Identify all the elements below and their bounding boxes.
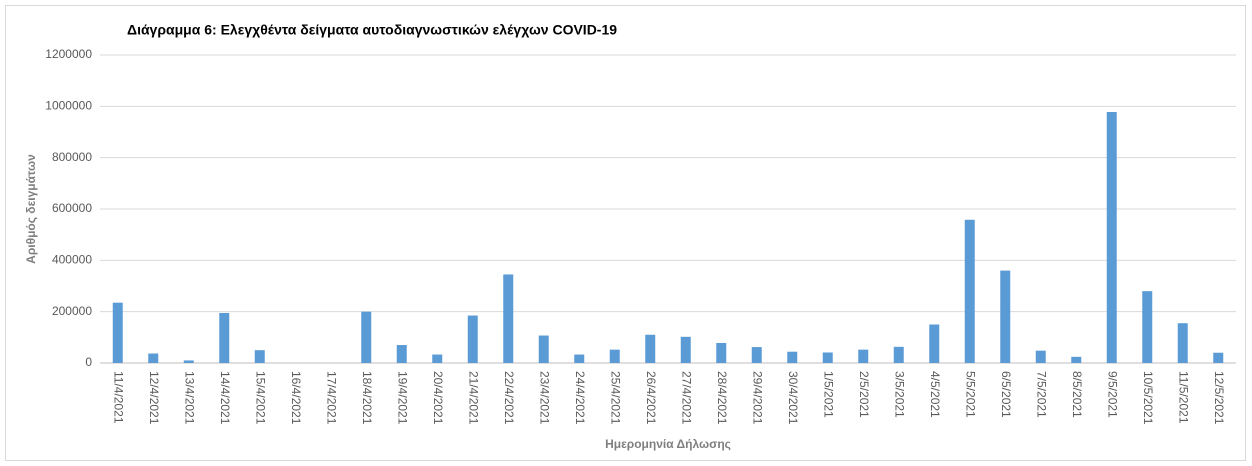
x-tick-label: 1/5/2021 xyxy=(822,371,836,418)
x-tick-label: 15/4/2021 xyxy=(254,371,268,425)
chart-title: Διάγραμμα 6: Ελεγχθέντα δείγματα αυτοδια… xyxy=(127,22,617,38)
y-tick-label: 1200000 xyxy=(45,47,92,61)
bar xyxy=(716,342,727,363)
x-tick-label: 23/4/2021 xyxy=(538,371,552,425)
bar xyxy=(680,336,691,363)
x-tick-label: 11/5/2021 xyxy=(1177,371,1191,424)
x-tick-label: 12/5/2021 xyxy=(1212,371,1226,425)
bar xyxy=(1106,111,1117,363)
x-tick-label: 16/4/2021 xyxy=(289,371,303,425)
y-axis-title: Αριθμός δειγμάτων xyxy=(24,154,38,264)
x-tick-label: 27/4/2021 xyxy=(680,371,694,425)
x-tick-label: 28/4/2021 xyxy=(715,371,729,425)
bar xyxy=(1035,350,1046,363)
x-tick-label: 20/4/2021 xyxy=(431,371,445,425)
bar xyxy=(503,274,514,363)
y-tick-label: 400000 xyxy=(52,253,92,267)
x-tick-label: 26/4/2021 xyxy=(644,371,658,425)
bar xyxy=(893,346,904,363)
x-axis-title: Ημερομηνία Δήλωσης xyxy=(605,437,731,451)
x-tick-label: 2/5/2021 xyxy=(857,371,871,418)
bar xyxy=(645,334,656,363)
bar xyxy=(1142,291,1153,363)
bar xyxy=(254,350,265,363)
x-tick-label: 22/4/2021 xyxy=(502,371,516,425)
bar xyxy=(183,360,194,363)
y-tick-label: 1000000 xyxy=(45,99,92,113)
x-tick-label: 11/4/2021 xyxy=(112,371,126,424)
x-tick-label: 3/5/2021 xyxy=(893,371,907,418)
chart-frame xyxy=(5,5,1246,461)
bar xyxy=(112,302,123,363)
x-tick-label: 10/5/2021 xyxy=(1141,371,1155,425)
bar xyxy=(787,351,798,363)
bar xyxy=(396,345,407,363)
bar xyxy=(1177,323,1188,363)
y-tick-label: 800000 xyxy=(52,150,92,164)
bar xyxy=(1213,352,1224,363)
x-tick-label: 24/4/2021 xyxy=(573,371,587,425)
y-tick-label: 200000 xyxy=(52,304,92,318)
bar xyxy=(538,335,549,363)
x-tick-label: 19/4/2021 xyxy=(396,371,410,425)
bar xyxy=(751,347,762,363)
bar xyxy=(1071,356,1082,363)
x-tick-label: 30/4/2021 xyxy=(786,371,800,425)
x-tick-label: 13/4/2021 xyxy=(183,371,197,425)
bar xyxy=(148,353,159,363)
x-tick-label: 7/5/2021 xyxy=(1035,371,1049,418)
bar xyxy=(1000,270,1011,363)
x-tick-label: 17/4/2021 xyxy=(325,371,339,425)
x-tick-label: 4/5/2021 xyxy=(928,371,942,418)
bar xyxy=(964,219,975,363)
x-tick-label: 6/5/2021 xyxy=(999,371,1013,418)
y-tick-label: 0 xyxy=(85,355,92,369)
x-tick-label: 12/4/2021 xyxy=(147,371,161,425)
bar xyxy=(858,349,869,363)
bar xyxy=(929,324,940,363)
x-tick-label: 9/5/2021 xyxy=(1106,371,1120,418)
x-tick-label: 18/4/2021 xyxy=(360,371,374,425)
x-tick-label: 14/4/2021 xyxy=(218,371,232,425)
y-tick-label: 600000 xyxy=(52,201,92,215)
x-tick-label: 29/4/2021 xyxy=(751,371,765,425)
x-tick-label: 21/4/2021 xyxy=(467,371,481,425)
x-tick-label: 25/4/2021 xyxy=(609,371,623,425)
x-tick-label: 5/5/2021 xyxy=(964,371,978,418)
bar xyxy=(609,349,620,363)
x-tick-label: 8/5/2021 xyxy=(1070,371,1084,418)
bar xyxy=(467,315,478,363)
bar xyxy=(219,312,230,363)
bar xyxy=(574,354,585,363)
bar xyxy=(361,311,372,363)
bar xyxy=(822,352,833,363)
bar xyxy=(432,354,443,363)
